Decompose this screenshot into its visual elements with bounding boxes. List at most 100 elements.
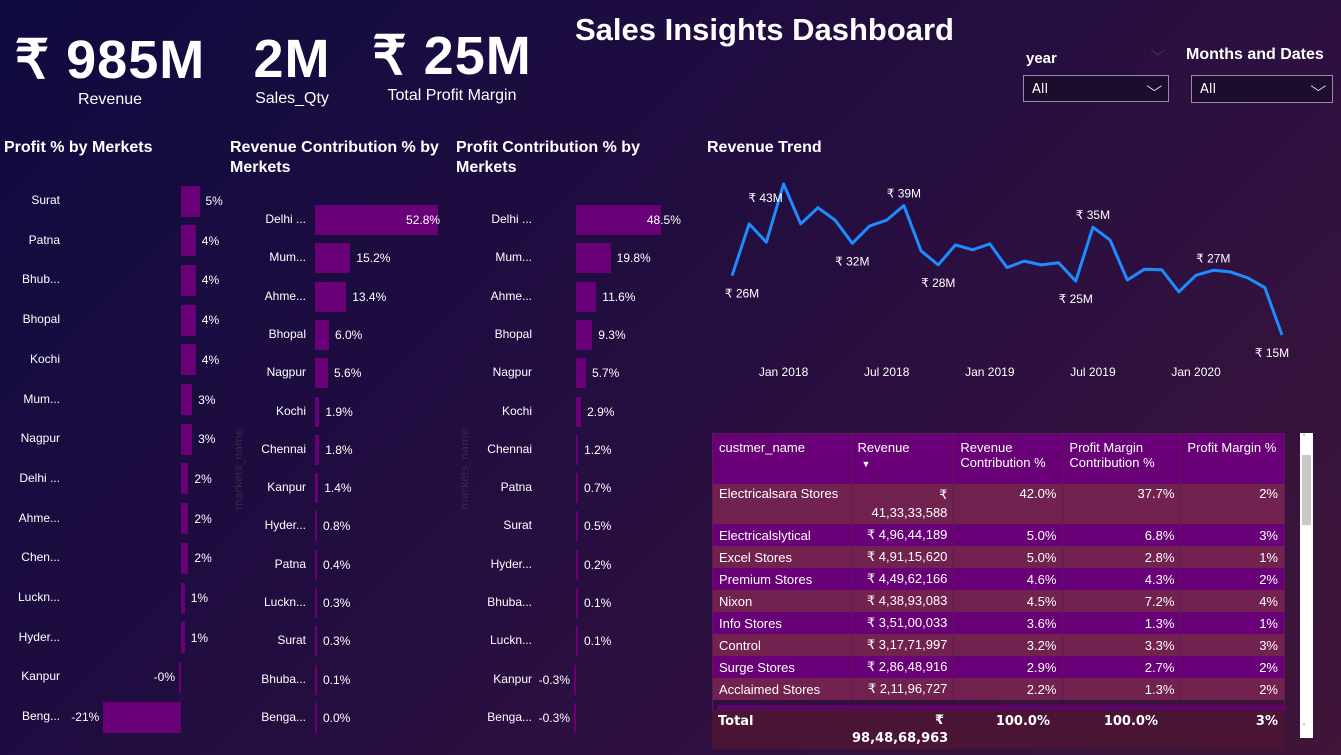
bar[interactable] [179, 661, 181, 693]
bar-data-label: 52.8% [406, 213, 441, 227]
bar[interactable] [576, 434, 579, 465]
bar-category-label: Luckn... [17, 590, 60, 604]
bar[interactable] [181, 225, 196, 257]
total-revenue: ₹ 98,48,68,963 [852, 713, 949, 746]
table-cell: 3.3% [1062, 634, 1181, 656]
table-cell: Control [713, 634, 851, 656]
bar-category-label: Patna [500, 480, 532, 495]
table-row[interactable]: Nixon ₹ 4,38,93,083 4.5% 7.2% 4% [713, 590, 1284, 612]
line-data-label: ₹ 15M [1255, 346, 1289, 360]
bar[interactable] [315, 358, 329, 389]
bar[interactable] [181, 344, 196, 376]
bar[interactable] [574, 702, 576, 733]
bar-category-label: Delhi ... [19, 470, 60, 485]
bar[interactable] [181, 542, 189, 574]
bar-category-label: Nagpur [266, 365, 306, 380]
column-header-revenue[interactable]: Revenue ▼ [850, 434, 954, 484]
table-row[interactable]: Info Stores ₹ 3,51,00,033 3.6% 1.3% 1% [713, 612, 1284, 634]
table-cell: ₹ 3,51,00,033 [850, 612, 954, 634]
column-header-profit-margin-contribution[interactable]: Profit Margin Contribution % [1062, 434, 1181, 484]
bar-data-label: 0.0% [323, 710, 351, 725]
bar-data-label: 0.1% [584, 596, 612, 610]
bar-category-label: Ahme... [490, 288, 532, 303]
table-scrollbar[interactable]: ˄ ˅ [1300, 433, 1313, 738]
table-row[interactable]: Excel Stores ₹ 4,91,15,620 5.0% 2.8% 1% [713, 546, 1284, 568]
bar-category-label: Benga... [261, 709, 306, 724]
bar[interactable] [574, 664, 576, 695]
bar[interactable] [315, 549, 317, 580]
table-row[interactable]: Surge Stores ₹ 2,86,48,916 2.9% 2.7% 2% [713, 656, 1284, 678]
table-cell: Acclaimed Stores [713, 678, 851, 700]
bar[interactable] [576, 281, 597, 312]
table-row[interactable]: Acclaimed Stores ₹ 2,11,96,727 2.2% 1.3% 2% [713, 678, 1284, 700]
revenue-line[interactable] [730, 182, 1284, 336]
table-row[interactable]: Electricalslytical ₹ 4,96,44,189 5.0% 6.8% 3… [713, 524, 1284, 546]
bar[interactable] [181, 582, 185, 614]
table-cell: 37.7% [1062, 484, 1181, 524]
table-row[interactable]: Control ₹ 3,17,71,997 3.2% 3.3% 3% [713, 634, 1284, 656]
bar[interactable] [181, 503, 189, 535]
scrollbar-thumb[interactable] [1302, 455, 1311, 525]
bar-category-label: Chen... [21, 550, 60, 565]
year-dropdown[interactable]: All ⌵ [1023, 75, 1169, 102]
total-profit-contribution: 100.0% [1103, 714, 1158, 729]
bar-category-label: Surat [277, 633, 306, 648]
table-cell: ₹ 2,11,96,727 [850, 678, 954, 700]
column-header-revenue-contribution[interactable]: Revenue Contribution % [953, 434, 1063, 484]
bar[interactable] [576, 358, 586, 389]
bar[interactable] [576, 549, 578, 580]
bar-data-label: 0.1% [584, 634, 612, 649]
total-profit-margin-pct: 3% [1255, 714, 1278, 729]
bar-category-label: Kochi [501, 403, 532, 418]
bar[interactable] [576, 205, 661, 235]
bar[interactable] [315, 396, 320, 427]
bar[interactable] [315, 511, 317, 542]
column-header-profit-margin-pct[interactable]: Profit Margin % [1180, 434, 1284, 484]
bar-category-label: Hyder... [490, 556, 532, 571]
bar[interactable] [315, 319, 329, 350]
bar-category-label: Kochi [29, 351, 60, 366]
bar[interactable] [576, 396, 582, 427]
kpi-card-revenue: ₹ 985M Revenue [10, 28, 210, 109]
chart-title-revenue-trend: Revenue Trend [707, 139, 822, 156]
bar-data-label: 0.2% [584, 557, 612, 572]
bar[interactable] [315, 702, 317, 733]
bar[interactable] [103, 701, 181, 733]
bar[interactable] [576, 243, 611, 274]
bar[interactable] [315, 664, 317, 695]
table-cell: Electricalslytical [713, 524, 851, 546]
bar[interactable] [181, 304, 196, 336]
bar[interactable] [315, 205, 439, 235]
bar[interactable] [315, 434, 320, 465]
bar[interactable] [576, 588, 578, 618]
bar-data-label: 15.2% [356, 251, 391, 266]
bar[interactable] [576, 319, 593, 350]
bar[interactable] [315, 473, 319, 504]
bar-data-label: 0.1% [323, 672, 351, 687]
column-header-label: Revenue [857, 440, 910, 455]
bar-data-label: 48.5% [646, 213, 681, 227]
bar[interactable] [181, 622, 185, 654]
bar[interactable] [181, 463, 189, 495]
bar[interactable] [576, 511, 578, 542]
bar[interactable] [181, 185, 200, 217]
bar[interactable] [181, 384, 193, 415]
table-header-row: custmer_name Revenue ▼ Revenue Contributi… [713, 434, 1284, 484]
table-row[interactable]: Electricalsara Stores ₹ 41,33,33,588 42.0%… [713, 484, 1284, 524]
bar[interactable] [576, 626, 578, 657]
line-data-label: ₹ 26M [725, 287, 759, 301]
bar[interactable] [315, 626, 317, 657]
bar[interactable] [181, 264, 196, 296]
bar[interactable] [315, 588, 317, 618]
scroll-down-icon[interactable]: ˅ [1302, 723, 1306, 732]
bar-category-label: Beng... [21, 709, 60, 724]
bar[interactable] [315, 243, 351, 274]
months-dropdown[interactable]: All ⌵ [1191, 75, 1333, 103]
bar-category-label: Patna [28, 232, 60, 247]
bar[interactable] [181, 423, 193, 455]
column-header-customer[interactable]: custmer_name [713, 434, 851, 484]
bar[interactable] [315, 281, 347, 312]
bar[interactable] [576, 473, 578, 504]
scroll-up-icon[interactable]: ˄ [1302, 433, 1306, 442]
table-row[interactable]: Premium Stores ₹ 4,49,62,166 4.6% 4.3% 2% [713, 568, 1284, 590]
